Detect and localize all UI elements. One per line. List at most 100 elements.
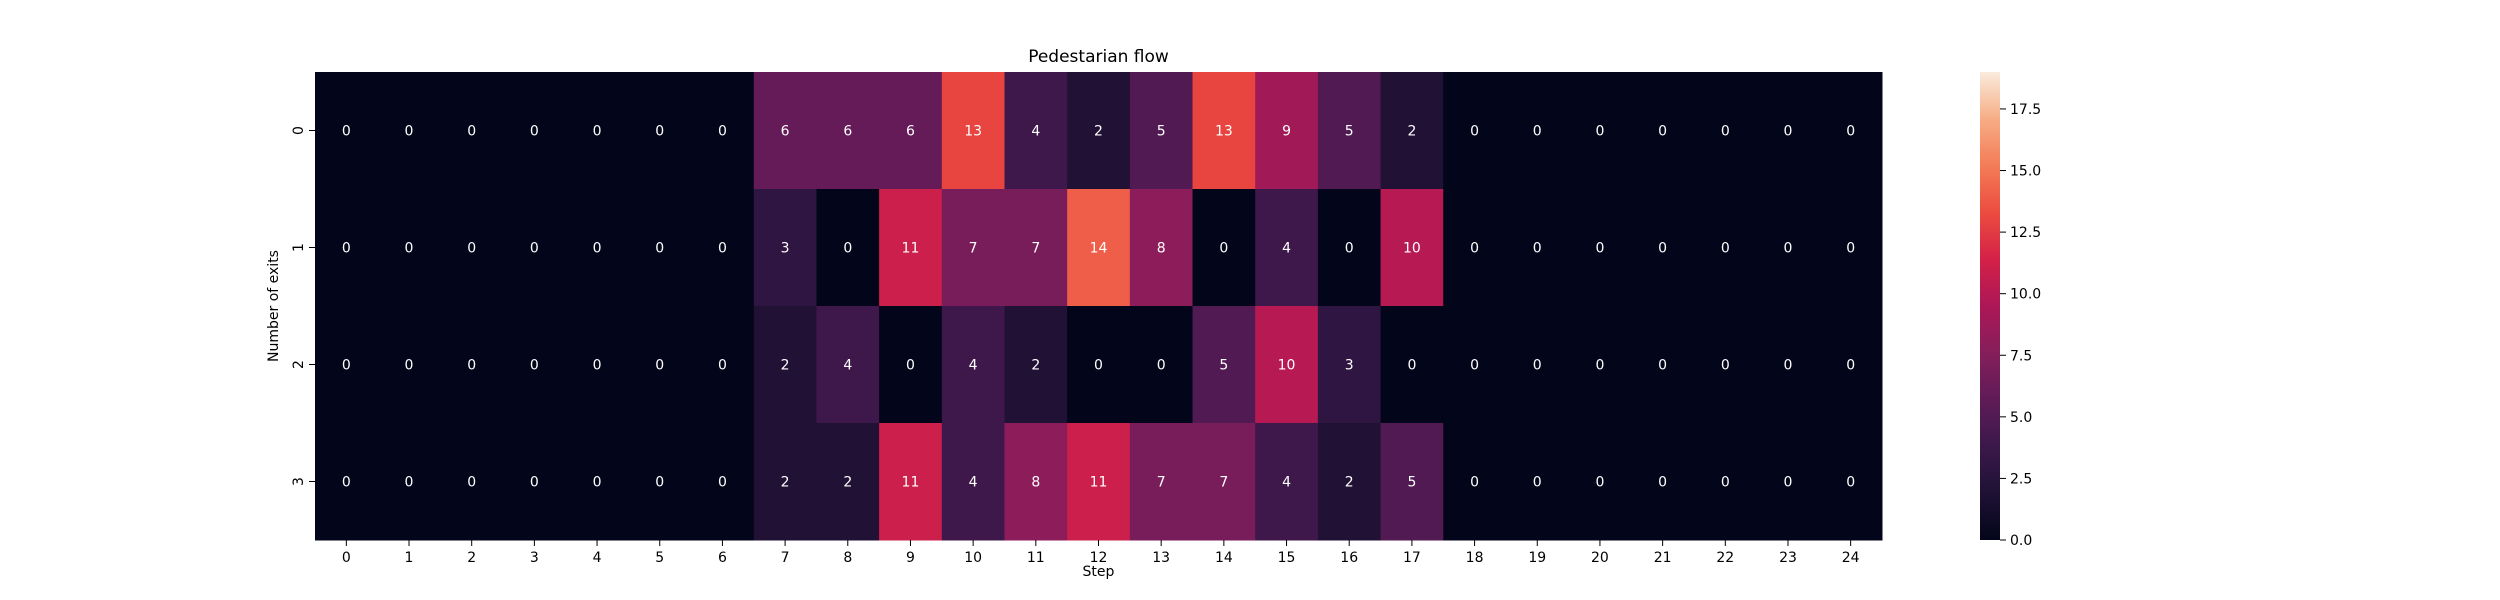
cell-value-label: 0 — [1470, 241, 1479, 257]
heatmap-cell — [1380, 72, 1444, 190]
x-tick-label: 12 — [1090, 550, 1108, 566]
cell-value-label: 10 — [1278, 358, 1296, 374]
cell-value-label: 0 — [405, 241, 414, 257]
heatmap-cell — [1255, 72, 1319, 190]
cell-value-label: 0 — [342, 241, 351, 257]
heatmap-cell — [1067, 72, 1131, 190]
heatmap-cell — [1505, 189, 1570, 307]
heatmap-cell — [753, 189, 817, 307]
heatmap-cell — [1380, 189, 1444, 307]
cell-value-label: 9 — [1282, 124, 1291, 140]
cell-value-label: 11 — [902, 475, 920, 491]
cell-value-label: 2 — [1031, 358, 1040, 374]
heatmap-cell — [565, 306, 629, 424]
heatmap-cell — [315, 189, 379, 307]
heatmap-cell — [1756, 423, 1820, 541]
heatmap-cell — [565, 189, 629, 307]
cell-value-label: 0 — [1595, 124, 1604, 140]
heatmap-cell — [1505, 306, 1570, 424]
cell-labels: 0 0 0 0 0 0 0 6 6 6 13 4 2 5 13 9 5 2 0 0 0 0 0 0 0 0 0 0 0 0 0 0 3 0 11 7 7… — [342, 124, 1855, 491]
cell-value-label: 11 — [902, 241, 920, 257]
cell-value-label: 3 — [1345, 358, 1354, 374]
x-tick-label: 0 — [342, 550, 351, 566]
heatmap-cell — [879, 189, 943, 307]
cell-value-label: 8 — [1157, 241, 1166, 257]
heatmap-cell — [1317, 72, 1382, 190]
cell-value-label: 0 — [1721, 358, 1730, 374]
heatmap-cell — [879, 306, 943, 424]
cell-value-label: 0 — [1658, 475, 1667, 491]
cell-value-label: 0 — [1533, 475, 1542, 491]
colorbar-tick-label: 12.5 — [2010, 225, 2041, 241]
cell-value-label: 10 — [1403, 241, 1421, 257]
cell-value-label: 0 — [405, 358, 414, 374]
cell-value-label: 6 — [781, 124, 790, 140]
heatmap-cell — [440, 189, 504, 307]
cell-value-label: 2 — [1094, 124, 1103, 140]
cell-value-label: 0 — [530, 475, 539, 491]
colorbar-tick-label: 17.5 — [2010, 102, 2041, 118]
heatmap-cell — [753, 423, 817, 541]
x-tick-label: 13 — [1152, 550, 1170, 566]
cell-value-label: 0 — [1784, 124, 1793, 140]
x-tick-label: 7 — [781, 550, 790, 566]
heatmap-cell — [1317, 306, 1382, 424]
x-tick-label: 3 — [530, 550, 539, 566]
cell-value-label: 0 — [1157, 358, 1166, 374]
cell-value-label: 3 — [781, 241, 790, 257]
cell-value-label: 2 — [843, 475, 852, 491]
x-tick-label: 16 — [1340, 550, 1358, 566]
cell-value-label: 0 — [1721, 475, 1730, 491]
y-tick-label: 2 — [291, 360, 307, 369]
heatmap-cell — [816, 306, 880, 424]
heatmap-cell — [1693, 306, 1758, 424]
cell-value-label: 0 — [1784, 241, 1793, 257]
cell-value-label: 0 — [1658, 241, 1667, 257]
cell-value-label: 2 — [781, 358, 790, 374]
heatmap-cell — [1443, 306, 1507, 424]
heatmap-cell — [1443, 189, 1507, 307]
cell-value-label: 6 — [906, 124, 915, 140]
heatmap-cell — [1819, 72, 1883, 190]
heatmap-cell — [1380, 423, 1444, 541]
y-tick-label: 0 — [291, 126, 307, 135]
heatmap-cell — [1756, 189, 1820, 307]
cell-value-label: 0 — [467, 124, 476, 140]
cell-value-label: 0 — [1595, 475, 1604, 491]
heatmap-cell — [628, 189, 692, 307]
cell-value-label: 0 — [593, 124, 602, 140]
y-tick-label: 1 — [291, 243, 307, 252]
heatmap-cell — [440, 306, 504, 424]
heatmap-cell — [628, 72, 692, 190]
cell-value-label: 2 — [1345, 475, 1354, 491]
x-tick-label: 24 — [1842, 550, 1860, 566]
heatmap-cell — [816, 72, 880, 190]
heatmap-cell — [1067, 306, 1131, 424]
heatmap-cell — [941, 72, 1005, 190]
heatmap-cell — [565, 72, 629, 190]
cell-value-label: 0 — [655, 241, 664, 257]
heatmap-cell — [1819, 423, 1883, 541]
cell-value-label: 5 — [1407, 475, 1416, 491]
heatmap-cell — [440, 423, 504, 541]
cell-value-label: 8 — [1031, 475, 1040, 491]
x-tick-label: 17 — [1403, 550, 1421, 566]
heatmap-cell — [503, 72, 567, 190]
heatmap-cell — [1693, 423, 1758, 541]
chart-title: Pedestarian flow — [1028, 47, 1169, 67]
x-tick-label: 15 — [1278, 550, 1296, 566]
heatmap-cell — [503, 423, 567, 541]
cell-value-label: 0 — [1784, 358, 1793, 374]
cell-value-label: 0 — [718, 475, 727, 491]
heatmap-cell — [941, 189, 1005, 307]
heatmap-cell — [1255, 306, 1319, 424]
y-axis-label: Number of exits — [266, 250, 282, 362]
heatmap-cell — [1004, 72, 1068, 190]
cell-value-label: 5 — [1345, 124, 1354, 140]
heatmap-cell — [315, 72, 379, 190]
x-tick-label: 18 — [1466, 550, 1484, 566]
x-tick-label: 21 — [1654, 550, 1672, 566]
heatmap-cell — [1192, 306, 1256, 424]
x-tick-label: 1 — [405, 550, 414, 566]
cell-value-label: 0 — [655, 475, 664, 491]
